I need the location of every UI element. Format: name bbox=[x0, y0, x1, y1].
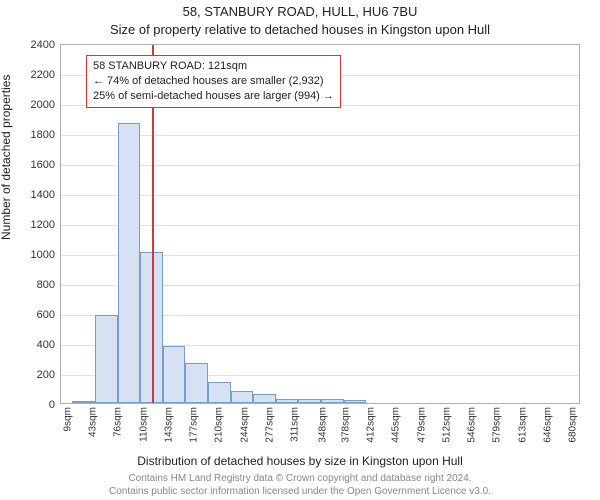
x-tick: 43sqm bbox=[88, 407, 99, 437]
y-tick: 1600 bbox=[31, 159, 55, 171]
x-tick: 378sqm bbox=[340, 407, 351, 443]
x-tick: 579sqm bbox=[492, 407, 503, 443]
histogram-bar bbox=[72, 401, 95, 403]
histogram-bar bbox=[208, 382, 231, 403]
histogram-bar bbox=[276, 399, 299, 404]
x-tick: 512sqm bbox=[441, 407, 452, 443]
y-tick: 1200 bbox=[31, 219, 55, 231]
x-tick: 479sqm bbox=[416, 407, 427, 443]
x-tick: 412sqm bbox=[366, 407, 377, 443]
x-tick: 311sqm bbox=[290, 407, 301, 442]
chart-subtitle: Size of property relative to detached ho… bbox=[0, 22, 600, 37]
x-tick: 76sqm bbox=[113, 407, 124, 437]
y-tick: 200 bbox=[37, 369, 55, 381]
x-tick: 680sqm bbox=[568, 407, 579, 443]
x-tick: 546sqm bbox=[467, 407, 478, 443]
y-tick: 600 bbox=[37, 309, 55, 321]
histogram-bar bbox=[163, 346, 186, 403]
annotation-line-1: 58 STANBURY ROAD: 121sqm bbox=[93, 59, 334, 74]
y-tick: 2200 bbox=[31, 69, 55, 81]
annotation-line-2: ← 74% of detached houses are smaller (2,… bbox=[93, 74, 334, 89]
x-tick: 177sqm bbox=[189, 407, 200, 443]
histogram-bar bbox=[298, 399, 321, 404]
histogram-bar bbox=[185, 363, 208, 404]
x-tick: 244sqm bbox=[239, 407, 250, 443]
x-tick: 646sqm bbox=[542, 407, 553, 443]
annotation-line-3: 25% of semi-detached houses are larger (… bbox=[93, 89, 334, 104]
credits-line-2: Contains public sector information licen… bbox=[0, 486, 600, 499]
histogram-bar bbox=[95, 315, 118, 404]
x-tick: 613sqm bbox=[517, 407, 528, 443]
x-tick: 445sqm bbox=[391, 407, 402, 443]
x-tick: 143sqm bbox=[163, 407, 174, 443]
y-axis-label: Number of detached properties bbox=[0, 75, 13, 240]
credits: Contains HM Land Registry data © Crown c… bbox=[0, 473, 600, 498]
y-tick: 400 bbox=[37, 339, 55, 351]
y-tick: 1000 bbox=[31, 249, 55, 261]
y-tick: 2000 bbox=[31, 99, 55, 111]
x-tick: 210sqm bbox=[214, 407, 225, 443]
histogram-bar bbox=[231, 391, 254, 403]
y-tick: 1800 bbox=[31, 129, 55, 141]
x-tick: 9sqm bbox=[62, 407, 73, 431]
y-tick: 2400 bbox=[31, 39, 55, 51]
histogram-bar bbox=[321, 399, 344, 404]
y-tick: 0 bbox=[49, 399, 55, 411]
credits-line-1: Contains HM Land Registry data © Crown c… bbox=[0, 473, 600, 486]
x-tick: 348sqm bbox=[318, 407, 329, 443]
histogram-bar bbox=[253, 394, 276, 403]
y-tick: 800 bbox=[37, 279, 55, 291]
histogram-bar bbox=[118, 123, 141, 404]
annotation-box: 58 STANBURY ROAD: 121sqm ← 74% of detach… bbox=[86, 55, 341, 108]
x-tick: 277sqm bbox=[264, 407, 275, 443]
histogram-plot: 0200400600800100012001400160018002000220… bbox=[60, 44, 580, 404]
x-axis-label: Distribution of detached houses by size … bbox=[0, 454, 600, 468]
page-title: 58, STANBURY ROAD, HULL, HU6 7BU bbox=[0, 4, 600, 19]
y-tick: 1400 bbox=[31, 189, 55, 201]
x-tick: 110sqm bbox=[138, 407, 149, 442]
histogram-bar bbox=[344, 400, 367, 403]
